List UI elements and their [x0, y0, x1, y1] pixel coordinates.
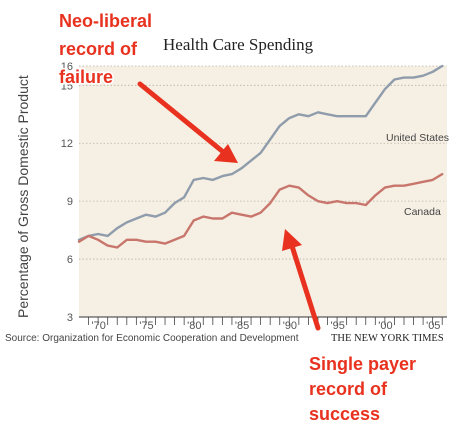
y-tick-label-9: 9 — [67, 196, 73, 208]
series-lines — [77, 64, 444, 249]
annotation-top-line-2: record of — [59, 39, 138, 59]
y-tick-label-6: 6 — [67, 254, 73, 266]
annotation-bottom-line-3: success — [309, 404, 380, 424]
arrow-top-head — [214, 144, 238, 163]
x-tick-label-1985: '85 — [235, 320, 249, 332]
arrow-bottom-shaft — [289, 243, 321, 331]
x-tick-label-1975: '75 — [139, 320, 153, 332]
annotation-top-line-3: failure — [59, 67, 113, 87]
y-tick-label-16: 16 — [61, 61, 73, 73]
credit-line: THE NEW YORK TIMES — [331, 333, 444, 344]
chart-title: Health Care Spending — [163, 35, 314, 54]
annotation-bottom-line-2: record of — [309, 379, 388, 399]
y-axis: 3 6 9 12 15 16 — [61, 61, 73, 324]
annotation-bottom-line-1: Single payer — [309, 354, 416, 374]
x-tick-label-2005: '05 — [426, 320, 440, 332]
annotation-top-line-1: Neo-liberal — [59, 11, 152, 31]
arrow-bottom-head — [282, 229, 302, 251]
y-tick-label-15: 15 — [61, 80, 73, 92]
series-label-united-states: United States — [386, 132, 449, 144]
y-tick-label-3: 3 — [67, 312, 73, 324]
x-axis: '70 '75 '80 '85 '90 '95 '00 '05 — [79, 316, 447, 332]
series-line-united-states — [77, 64, 444, 242]
series-line-canada — [77, 172, 444, 249]
x-tick-label-1995: '95 — [331, 320, 345, 332]
x-tick-label-1980: '80 — [187, 320, 201, 332]
plot-background — [79, 66, 447, 317]
y-axis-label: Percentage of Gross Domestic Product — [15, 75, 31, 318]
x-tick-label-1970: '70 — [92, 320, 106, 332]
x-tick-label-1990: '90 — [283, 320, 297, 332]
arrow-top-shaft — [137, 81, 225, 154]
x-tick-label-2000: '00 — [378, 320, 392, 332]
source-note: Source: Organization for Economic Cooper… — [5, 333, 299, 344]
series-label-canada: Canada — [404, 206, 441, 218]
y-tick-label-12: 12 — [61, 138, 73, 150]
annotation-arrows — [137, 81, 321, 331]
